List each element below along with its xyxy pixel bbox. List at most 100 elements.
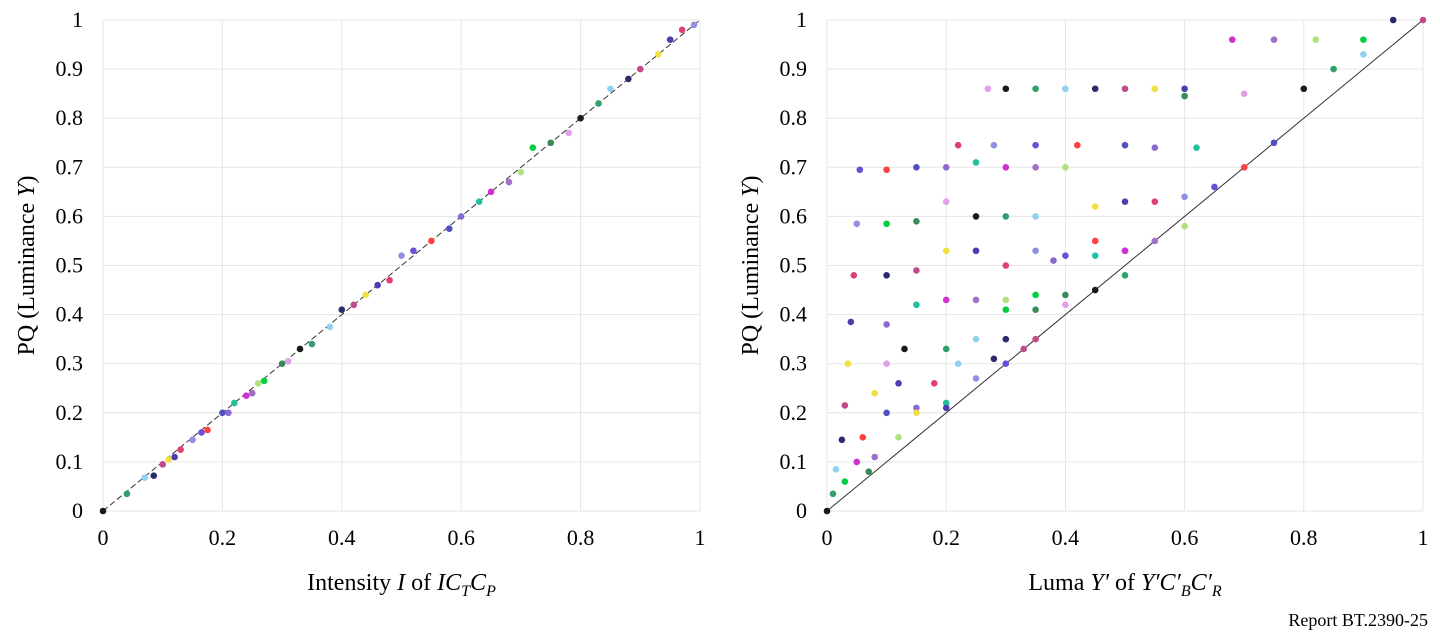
x-tick-label: 1 bbox=[695, 525, 706, 550]
x-axis-label: Luma Y′ of Y′C′BC′R bbox=[1028, 570, 1222, 600]
data-point bbox=[1181, 193, 1188, 201]
data-point bbox=[1032, 85, 1039, 93]
data-point bbox=[841, 478, 849, 485]
data-point bbox=[1002, 335, 1010, 343]
data-point bbox=[517, 168, 525, 176]
data-point bbox=[219, 409, 226, 417]
data-point bbox=[883, 272, 890, 279]
data-point bbox=[1002, 306, 1010, 313]
data-point bbox=[1330, 65, 1337, 73]
data-point bbox=[198, 429, 205, 436]
data-point bbox=[607, 85, 614, 93]
y-tick-label: 0.9 bbox=[56, 56, 84, 81]
data-point bbox=[1074, 141, 1081, 149]
y-tick-label: 0 bbox=[796, 498, 807, 523]
reference-diagonal-line bbox=[826, 19, 1424, 512]
data-point bbox=[913, 267, 920, 274]
data-point bbox=[177, 446, 184, 453]
data-point bbox=[666, 36, 674, 43]
x-tick-label: 0 bbox=[822, 525, 833, 550]
y-tick-label: 0.5 bbox=[780, 253, 808, 278]
grid-lines bbox=[102, 19, 701, 512]
data-point bbox=[204, 426, 211, 434]
data-point bbox=[428, 237, 435, 245]
data-point bbox=[1270, 139, 1278, 147]
data-point bbox=[338, 306, 346, 313]
data-point bbox=[159, 461, 166, 468]
data-point bbox=[1032, 306, 1039, 313]
y-tick-label: 0.5 bbox=[56, 253, 84, 278]
data-point bbox=[296, 345, 304, 353]
data-point bbox=[972, 213, 980, 220]
data-point bbox=[856, 166, 864, 174]
data-point bbox=[942, 247, 950, 255]
data-point bbox=[374, 281, 381, 289]
data-point bbox=[901, 345, 908, 353]
data-point bbox=[1240, 164, 1248, 171]
x-tick-label: 0.8 bbox=[567, 525, 595, 550]
y-tick-label: 0.9 bbox=[780, 56, 808, 81]
data-point bbox=[398, 252, 405, 259]
data-point bbox=[284, 357, 292, 365]
grid-lines bbox=[826, 19, 1424, 512]
data-point bbox=[1360, 36, 1367, 43]
data-point bbox=[254, 380, 262, 387]
data-point bbox=[972, 296, 980, 304]
data-point bbox=[1151, 198, 1159, 205]
data-point bbox=[913, 409, 920, 417]
data-point bbox=[386, 276, 393, 284]
data-point bbox=[1121, 247, 1129, 255]
data-point bbox=[1121, 85, 1129, 93]
data-points bbox=[823, 16, 1427, 515]
data-point bbox=[895, 380, 902, 387]
x-tick-label: 0.6 bbox=[447, 525, 475, 550]
x-tick-label: 0.4 bbox=[1052, 525, 1080, 550]
x-tick-label: 1 bbox=[1418, 525, 1429, 550]
data-point bbox=[231, 399, 238, 407]
data-point bbox=[547, 139, 555, 147]
data-point bbox=[1002, 360, 1010, 368]
x-axis-label: Intensity I of ICTCP bbox=[307, 570, 496, 600]
y-tick-label: 1 bbox=[796, 7, 807, 32]
x-tick-label: 0.2 bbox=[932, 525, 960, 550]
ictcp-scatter-panel: 0 0.1 0.2 0.3 0.4 0.5 0.6 0.7 0.8 0.9 1 0 0.2 0.4 0.6 0… bbox=[14, 7, 706, 600]
y-tick-label: 0.7 bbox=[56, 154, 84, 179]
data-point bbox=[871, 389, 878, 397]
y-tick-label: 1 bbox=[72, 7, 83, 32]
data-point bbox=[990, 355, 998, 363]
data-point bbox=[838, 436, 846, 444]
data-point bbox=[225, 409, 232, 417]
data-point bbox=[865, 468, 873, 476]
data-point bbox=[1062, 301, 1069, 309]
data-point bbox=[595, 100, 602, 107]
data-point bbox=[260, 377, 268, 385]
data-point bbox=[637, 65, 644, 73]
data-point bbox=[1062, 291, 1069, 299]
data-point bbox=[1312, 36, 1320, 43]
data-point bbox=[1181, 85, 1188, 93]
data-point bbox=[942, 198, 950, 205]
data-point bbox=[1151, 144, 1159, 151]
data-point bbox=[1050, 257, 1057, 264]
data-point bbox=[850, 272, 858, 279]
data-point bbox=[847, 318, 855, 326]
x-tick-label: 0.8 bbox=[1290, 525, 1318, 550]
data-point bbox=[625, 75, 632, 83]
data-point bbox=[1300, 85, 1308, 93]
y-tick-label: 0.8 bbox=[56, 105, 84, 130]
data-point bbox=[930, 380, 938, 387]
y-tick-label: 0.8 bbox=[780, 105, 808, 130]
data-point bbox=[1121, 141, 1129, 149]
data-point bbox=[475, 198, 483, 205]
data-point bbox=[841, 402, 849, 409]
data-point bbox=[1062, 164, 1069, 171]
data-point bbox=[165, 456, 172, 463]
data-point bbox=[1020, 345, 1027, 353]
data-point bbox=[942, 345, 950, 353]
data-point bbox=[990, 141, 998, 149]
x-tick-label: 0 bbox=[98, 525, 109, 550]
data-point bbox=[954, 141, 962, 149]
y-tick-label: 0.4 bbox=[56, 302, 84, 327]
data-point bbox=[895, 434, 902, 441]
data-point bbox=[859, 434, 867, 441]
